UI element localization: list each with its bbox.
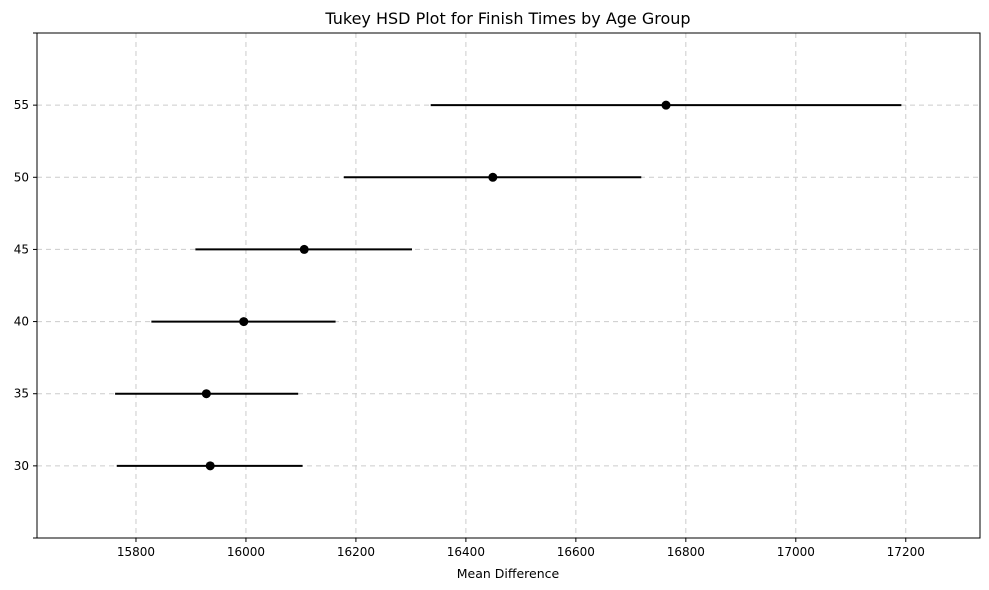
mean-point-30: [205, 461, 215, 471]
mean-point-35: [201, 389, 211, 399]
y-tick-label: 55: [14, 98, 29, 112]
x-tick-label: 16200: [337, 545, 375, 559]
x-tick-label: 17200: [887, 545, 925, 559]
y-tick-label: 45: [14, 242, 29, 256]
mean-point-40: [239, 317, 249, 327]
x-tick-label: 16800: [667, 545, 705, 559]
axes-layer: 15800 16000 16200 16400 16600 16800 17000 17200…: [14, 32, 925, 559]
y-tick-label: 50: [14, 170, 29, 184]
mean-point-45: [299, 244, 309, 254]
x-tick-label: 16000: [227, 545, 265, 559]
mean-point-55: [661, 100, 671, 110]
x-tick-label: 15800: [117, 545, 155, 559]
x-tick-label: 16600: [557, 545, 595, 559]
y-tick-label: 30: [14, 459, 29, 473]
y-tick-label: 40: [14, 315, 29, 329]
data-layer: [115, 100, 902, 471]
x-tick-label: 17000: [777, 545, 815, 559]
x-axis-label: Mean Difference: [457, 566, 560, 581]
x-tick-label: 16400: [447, 545, 485, 559]
plot-frame: [36, 32, 981, 539]
grid-layer: [37, 33, 980, 538]
mean-point-50: [488, 172, 498, 182]
y-tick-label: 35: [14, 387, 29, 401]
chart-title: Tukey HSD Plot for Finish Times by Age G…: [324, 9, 690, 28]
